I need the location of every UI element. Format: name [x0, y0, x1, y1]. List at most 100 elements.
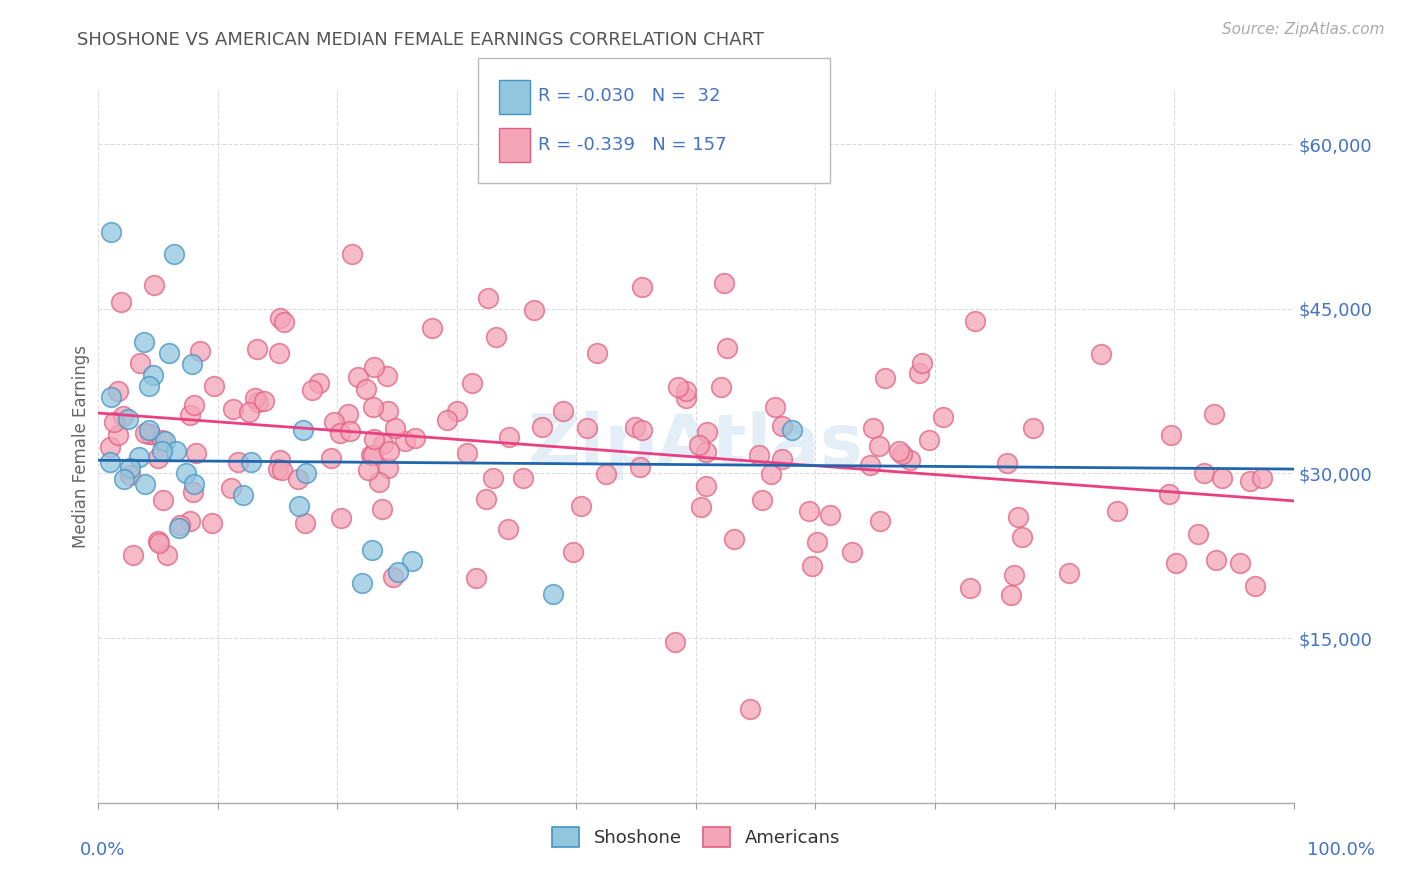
Point: [695, 479, 717, 493]
Point: [530, 420, 553, 434]
Point: [482, 471, 505, 485]
Point: [120, 468, 142, 483]
Point: [238, 405, 260, 419]
Point: [891, 446, 914, 460]
Point: [143, 278, 166, 293]
Point: [436, 413, 458, 427]
Point: [337, 407, 360, 421]
Point: [110, 295, 132, 310]
Point: [288, 500, 311, 514]
Point: [150, 433, 173, 447]
Point: [183, 477, 205, 491]
Point: [371, 437, 394, 451]
Point: [377, 404, 399, 418]
Point: [664, 635, 686, 649]
Point: [401, 554, 423, 568]
Point: [1192, 466, 1215, 480]
Point: [139, 426, 162, 441]
Point: [184, 446, 207, 460]
Point: [142, 368, 165, 382]
Point: [301, 383, 323, 397]
Point: [569, 499, 592, 513]
Point: [1105, 504, 1128, 518]
Point: [150, 444, 173, 458]
Point: [378, 444, 401, 458]
Point: [770, 419, 793, 434]
Point: [1157, 487, 1180, 501]
Text: Source: ZipAtlas.com: Source: ZipAtlas.com: [1222, 22, 1385, 37]
Point: [675, 391, 697, 405]
Point: [381, 569, 404, 583]
Point: [226, 455, 249, 469]
Point: [146, 533, 169, 548]
Point: [716, 341, 738, 355]
Point: [965, 314, 987, 328]
Point: [859, 458, 882, 472]
Point: [770, 452, 793, 467]
Point: [456, 446, 478, 460]
Point: [898, 452, 921, 467]
Point: [763, 400, 786, 414]
Point: [1002, 567, 1025, 582]
Point: [112, 409, 135, 423]
Point: [308, 376, 330, 390]
Point: [247, 395, 270, 409]
Point: [862, 421, 884, 435]
Point: [152, 492, 174, 507]
Point: [183, 398, 205, 412]
Point: [107, 428, 129, 442]
Point: [710, 380, 733, 394]
Point: [1204, 407, 1226, 421]
Point: [132, 334, 155, 349]
Point: [371, 502, 394, 516]
Point: [148, 536, 170, 550]
Legend: Shoshone, Americans: Shoshone, Americans: [544, 820, 848, 855]
Point: [869, 515, 891, 529]
Point: [139, 426, 162, 441]
Point: [146, 450, 169, 465]
Point: [461, 376, 484, 390]
Point: [631, 423, 654, 437]
Point: [122, 549, 145, 563]
Point: [541, 587, 564, 601]
Point: [269, 453, 291, 467]
Text: R = -0.339   N = 157: R = -0.339 N = 157: [538, 136, 727, 154]
Point: [918, 434, 941, 448]
Point: [1007, 509, 1029, 524]
Point: [360, 543, 382, 558]
Point: [875, 370, 897, 384]
Point: [446, 403, 468, 417]
Point: [181, 357, 204, 371]
Point: [363, 359, 385, 374]
Point: [169, 517, 191, 532]
Point: [339, 424, 361, 438]
Point: [498, 430, 520, 444]
Text: 100.0%: 100.0%: [1308, 841, 1375, 859]
Point: [117, 411, 139, 425]
Point: [269, 310, 291, 325]
Point: [330, 511, 353, 525]
Point: [422, 321, 444, 335]
Point: [183, 485, 205, 500]
Point: [723, 532, 745, 546]
Point: [120, 461, 142, 475]
Point: [323, 416, 346, 430]
Point: [174, 467, 197, 481]
Point: [780, 423, 803, 437]
Point: [512, 471, 534, 485]
Point: [751, 492, 773, 507]
Point: [675, 384, 697, 398]
Point: [100, 390, 122, 404]
Point: [908, 366, 931, 380]
Point: [163, 247, 186, 261]
Point: [356, 382, 378, 396]
Point: [1057, 566, 1080, 580]
Point: [553, 403, 575, 417]
Point: [377, 460, 399, 475]
Point: [576, 421, 599, 435]
Point: [688, 438, 710, 452]
Point: [107, 384, 129, 398]
Point: [361, 401, 384, 415]
Point: [387, 566, 409, 580]
Point: [801, 558, 824, 573]
